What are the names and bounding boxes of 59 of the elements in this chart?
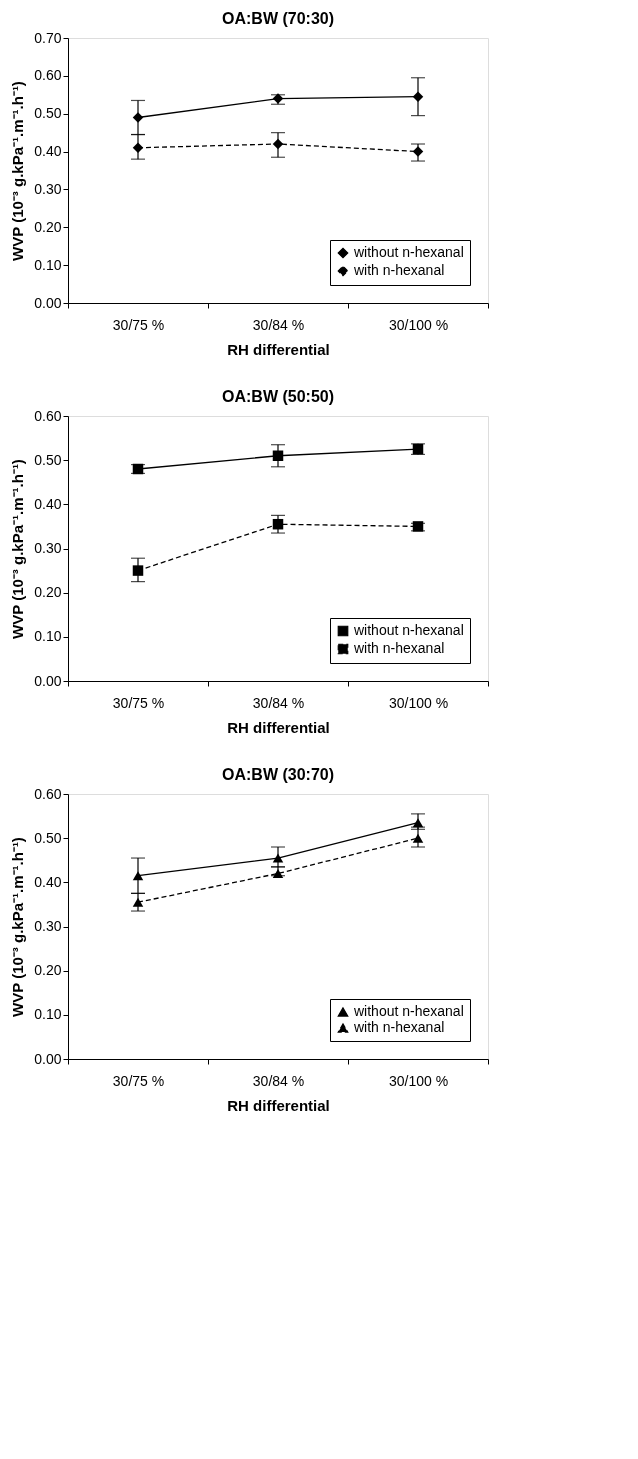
point bbox=[412, 146, 424, 157]
y-tick-label: 0.20 bbox=[34, 584, 62, 601]
chart-title: OA:BW (50:50) bbox=[221, 388, 335, 405]
x-tick-label: 30/75 % bbox=[112, 316, 165, 333]
legend-label: with n-hexanal bbox=[353, 1019, 445, 1035]
y-tick-label: 0.50 bbox=[34, 829, 62, 846]
y-tick-label: 0.50 bbox=[34, 451, 62, 468]
point bbox=[132, 871, 144, 881]
x-tick-label: 30/100 % bbox=[388, 316, 449, 333]
x-tick-label: 30/84 % bbox=[252, 694, 305, 711]
x-tick-label: 30/100 % bbox=[388, 694, 449, 711]
x-tick-label: 30/84 % bbox=[252, 316, 305, 333]
point bbox=[272, 518, 284, 530]
y-tick-label: 0.30 bbox=[34, 918, 62, 934]
y-tick-label: 0.00 bbox=[34, 672, 62, 689]
y-tick-label: 0.10 bbox=[34, 256, 62, 273]
y-axis-title: WVP (10⁻³ g.kPa⁻¹.m⁻¹.h⁻¹) bbox=[9, 837, 27, 1017]
y-tick-label: 0.10 bbox=[34, 628, 62, 645]
point bbox=[132, 897, 144, 907]
y-tick-label: 0.40 bbox=[34, 495, 62, 512]
y-tick-label: 0.40 bbox=[34, 873, 62, 890]
legend-label: with n-hexanal bbox=[353, 262, 445, 278]
point bbox=[272, 138, 284, 150]
point bbox=[132, 565, 144, 576]
y-tick-label: 0.10 bbox=[34, 1006, 62, 1023]
point bbox=[272, 450, 284, 461]
y-tick-label: 0.40 bbox=[34, 143, 62, 160]
y-axis-title: WVP (10⁻³ g.kPa⁻¹.m⁻¹.h⁻¹) bbox=[9, 459, 27, 639]
x-tick-label: 30/84 % bbox=[252, 1072, 305, 1089]
y-tick-label: 0.30 bbox=[34, 180, 62, 197]
y-tick-label: 0.60 bbox=[34, 785, 62, 802]
y-tick-label: 0.50 bbox=[34, 105, 62, 122]
y-tick-label: 0.20 bbox=[34, 962, 62, 979]
legend-label: without n-hexanal bbox=[353, 1003, 464, 1019]
point bbox=[132, 142, 144, 154]
y-tick-label: 0.30 bbox=[34, 540, 62, 556]
legend-label: with n-hexanal bbox=[353, 640, 445, 656]
x-tick-label: 30/100 % bbox=[388, 1072, 449, 1089]
y-tick-label: 0.60 bbox=[34, 407, 62, 424]
x-tick-label: 30/75 % bbox=[112, 1072, 165, 1089]
x-axis-title: RH differential bbox=[227, 340, 330, 358]
y-tick-label: 0.00 bbox=[34, 1050, 62, 1067]
point bbox=[412, 833, 424, 843]
point bbox=[412, 818, 424, 828]
chart-title: OA:BW (30:70) bbox=[221, 766, 335, 783]
y-axis-title: WVP (10⁻³ g.kPa⁻¹.m⁻¹.h⁻¹) bbox=[9, 81, 27, 261]
chart-title: OA:BW (70:30) bbox=[221, 10, 335, 27]
legend-label: without n-hexanal bbox=[353, 244, 464, 260]
point bbox=[132, 112, 144, 123]
x-axis-title: RH differential bbox=[227, 1096, 330, 1114]
legend-label: without n-hexanal bbox=[353, 622, 464, 638]
x-tick-label: 30/75 % bbox=[112, 694, 165, 711]
point bbox=[412, 91, 424, 102]
y-tick-label: 0.70 bbox=[34, 29, 62, 46]
y-tick-label: 0.60 bbox=[34, 67, 62, 84]
point bbox=[272, 853, 284, 863]
y-tick-label: 0.20 bbox=[34, 218, 62, 235]
x-axis-title: RH differential bbox=[227, 718, 330, 736]
y-tick-label: 0.00 bbox=[34, 294, 62, 311]
